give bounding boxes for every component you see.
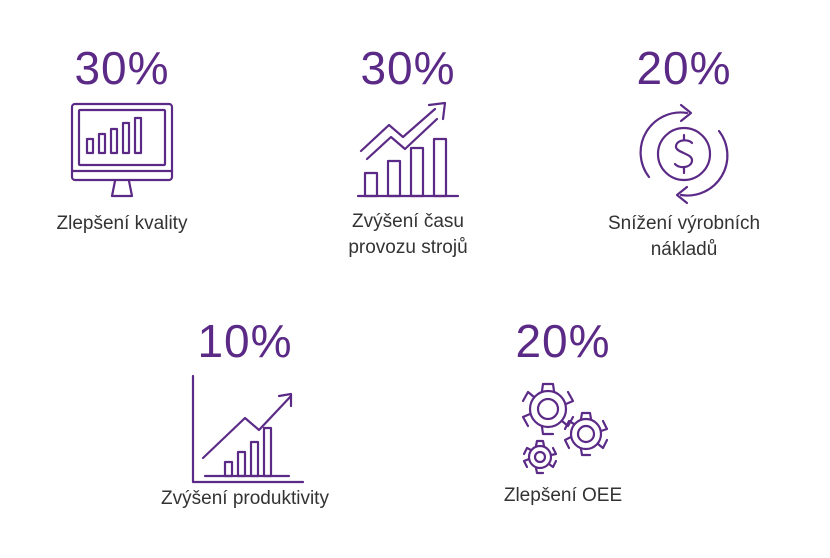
stat-cost-reduction: 20% Snížení výrobních nákladů	[569, 45, 799, 263]
dollar-cycle-icon	[569, 99, 799, 209]
stat-label: Zlepšení kvality	[56, 213, 188, 234]
stat-label: Zvýšení produktivity	[161, 488, 329, 509]
rising-bars-arrow-icon	[293, 101, 523, 201]
gears-icon	[448, 374, 678, 479]
stat-value: 30%	[74, 42, 170, 94]
stat-label-line2: nákladů	[650, 239, 718, 260]
stat-quality: 30% Zlepšení kvality	[7, 45, 237, 237]
stat-label: Snížení výrobních	[607, 213, 761, 234]
growth-chart-axes-icon	[130, 374, 360, 484]
stat-productivity: 10% Zvýšení produktivity	[130, 318, 360, 512]
stat-value: 20%	[515, 315, 611, 367]
stat-label: Zlepšení OEE	[503, 485, 623, 506]
monitor-bar-chart-icon	[7, 101, 237, 201]
stat-value: 20%	[636, 42, 732, 94]
stat-value: 30%	[360, 42, 456, 94]
stat-machine-uptime: 30% Zvýšení času provozu strojů	[293, 45, 523, 261]
stat-label-line2: provozu strojů	[348, 237, 468, 258]
stat-label: Zvýšení času	[352, 211, 464, 232]
stat-oee: 20% Zlepšení OEE	[448, 318, 678, 509]
stat-value: 10%	[197, 315, 293, 367]
